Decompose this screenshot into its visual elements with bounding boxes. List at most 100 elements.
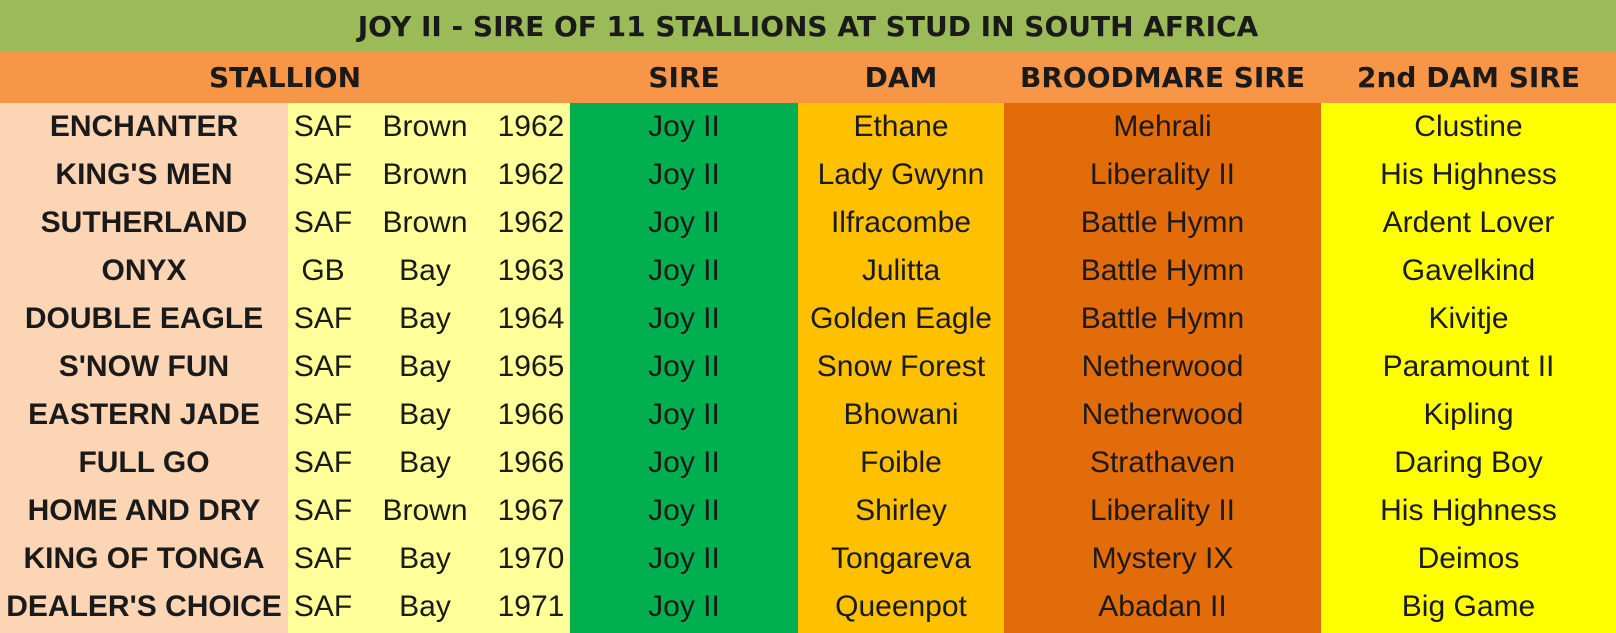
sire-cell: Joy II (648, 590, 720, 623)
broodmare-sire-cell: Mehrali (1113, 110, 1212, 143)
second-dam-sire-cell: Clustine (1414, 110, 1523, 143)
table-row: DEALER'S CHOICE SAF Bay 1971 Joy II Queenpot A… (0, 583, 1616, 631)
country-cell: SAF (293, 350, 353, 383)
second-dam-sire-cell: Daring Boy (1394, 446, 1543, 479)
second-dam-sire-cell: Big Game (1401, 590, 1536, 623)
broodmare-sire-cell: Abadan II (1098, 590, 1227, 623)
year-cell: 1964 (497, 302, 565, 335)
stallion-cell: HOME AND DRY (27, 494, 261, 527)
country-cell: SAF (293, 590, 353, 623)
dam-cell: Ilfracombe (830, 206, 972, 239)
stallion-cell: KING OF TONGA (23, 542, 265, 575)
year-cell: 1971 (497, 590, 565, 623)
color-cell: Brown (382, 110, 468, 143)
dam-cell: Foible (860, 446, 942, 479)
dam-cell: Golden Eagle (810, 302, 992, 335)
second-dam-sire-cell: Ardent Lover (1382, 206, 1555, 239)
sire-cell: Joy II (648, 350, 720, 383)
dam-cell: Tongareva (830, 542, 972, 575)
color-cell: Bay (399, 398, 451, 431)
year-cell: 1962 (497, 158, 565, 191)
dam-cell: Shirley (855, 494, 947, 527)
color-cell: Bay (399, 446, 451, 479)
table-title: JOY II - SIRE OF 11 STALLIONS AT STUD IN… (0, 0, 1616, 52)
sire-column-bg (570, 103, 798, 633)
sire-cell: Joy II (648, 206, 720, 239)
table-row: KING'S MEN SAF Brown 1962 Joy II Lady Gwynn Li… (0, 151, 1616, 199)
dam-cell: Bhowani (843, 398, 959, 431)
table-row: DOUBLE EAGLE SAF Bay 1964 Joy II Golden Eagle… (0, 295, 1616, 343)
color-cell: Bay (399, 350, 451, 383)
sire-cell: Joy II (648, 398, 720, 431)
color-cell: Bay (399, 542, 451, 575)
sire-cell: Joy II (648, 302, 720, 335)
header-broodmare-sire: BROODMARE SIRE (1020, 61, 1305, 94)
stallion-cell: ENCHANTER (49, 110, 239, 143)
dam-cell: Queenpot (835, 590, 967, 623)
stallion-cell: DEALER'S CHOICE (6, 590, 282, 623)
stallion-cell: ONYX (101, 254, 187, 287)
sire-cell: Joy II (648, 542, 720, 575)
table-row: EASTERN JADE SAF Bay 1966 Joy II Bhowani Nethe… (0, 391, 1616, 439)
color-cell: Bay (399, 254, 451, 287)
table-row: HOME AND DRY SAF Brown 1967 Joy II Shirley Lib… (0, 487, 1616, 535)
sire-cell: Joy II (648, 110, 720, 143)
dam-cell: Snow Forest (816, 350, 986, 383)
info-column-bg (288, 103, 570, 633)
year-cell: 1962 (497, 110, 565, 143)
year-cell: 1963 (497, 254, 565, 287)
stallion-cell: EASTERN JADE (28, 398, 260, 431)
header-stallion: STALLION (208, 61, 362, 94)
color-cell: Brown (382, 158, 468, 191)
stallion-cell: KING'S MEN (55, 158, 233, 191)
stallion-column-bg (0, 103, 288, 633)
year-cell: 1965 (497, 350, 565, 383)
second-dam-sire-cell: Gavelkind (1401, 254, 1536, 287)
sire-cell: Joy II (648, 494, 720, 527)
country-cell: SAF (293, 302, 353, 335)
broodmare-sire-cell: Strathaven (1089, 446, 1236, 479)
second-dam-sire-cell: Kipling (1423, 398, 1514, 431)
country-cell: SAF (293, 206, 353, 239)
table-row: S'NOW FUN SAF Bay 1965 Joy II Snow Forest Neth… (0, 343, 1616, 391)
sire-cell: Joy II (648, 158, 720, 191)
header-row: STALLION SIRE DAM BROODMARE SIRE 2nd DAM… (0, 52, 1616, 103)
dam-cell: Lady Gwynn (817, 158, 985, 191)
second-dam-sire-cell: His Highness (1380, 158, 1557, 191)
header-dam: DAM (864, 61, 938, 94)
stallion-cell: SUTHERLAND (40, 206, 248, 239)
table-row: FULL GO SAF Bay 1966 Joy II Foible Strathaven D… (0, 439, 1616, 487)
dam-column-bg (798, 103, 1004, 633)
year-cell: 1970 (497, 542, 565, 575)
dam-cell: Ethane (853, 110, 949, 143)
broodmare-sire-cell: Battle Hymn (1080, 254, 1245, 287)
country-cell: SAF (293, 542, 353, 575)
country-cell: SAF (293, 158, 353, 191)
broodmare-sire-cell: Liberality II (1089, 158, 1236, 191)
table-body: ENCHANTER SAF Brown 1962 Joy II Ethane Mehrali… (0, 103, 1616, 631)
year-cell: 1967 (497, 494, 565, 527)
second-dam-sire-cell: Kivitje (1428, 302, 1509, 335)
second-dam-sire-cell: Deimos (1417, 542, 1520, 575)
country-cell: SAF (293, 446, 353, 479)
table-row: SUTHERLAND SAF Brown 1962 Joy II Ilfracombe Ba… (0, 199, 1616, 247)
country-cell: SAF (293, 494, 353, 527)
broodmare-sire-cell: Netherwood (1081, 350, 1244, 383)
second-dam-sire-cell: Paramount II (1382, 350, 1555, 383)
stallion-cell: DOUBLE EAGLE (24, 302, 264, 335)
color-cell: Bay (399, 302, 451, 335)
sire-cell: Joy II (648, 254, 720, 287)
table-row: KING OF TONGA SAF Bay 1970 Joy II Tongareva My… (0, 535, 1616, 583)
dam-cell: Julitta (861, 254, 941, 287)
broodmare-sire-cell: Battle Hymn (1080, 206, 1245, 239)
header-sire: SIRE (648, 61, 720, 94)
country-cell: GB (301, 254, 345, 287)
header-second-dam-sire: 2nd DAM SIRE (1356, 61, 1580, 94)
year-cell: 1962 (497, 206, 565, 239)
year-cell: 1966 (497, 446, 565, 479)
year-cell: 1966 (497, 398, 565, 431)
broodmare-sire-cell: Liberality II (1089, 494, 1236, 527)
color-cell: Brown (382, 494, 468, 527)
country-cell: SAF (293, 110, 353, 143)
